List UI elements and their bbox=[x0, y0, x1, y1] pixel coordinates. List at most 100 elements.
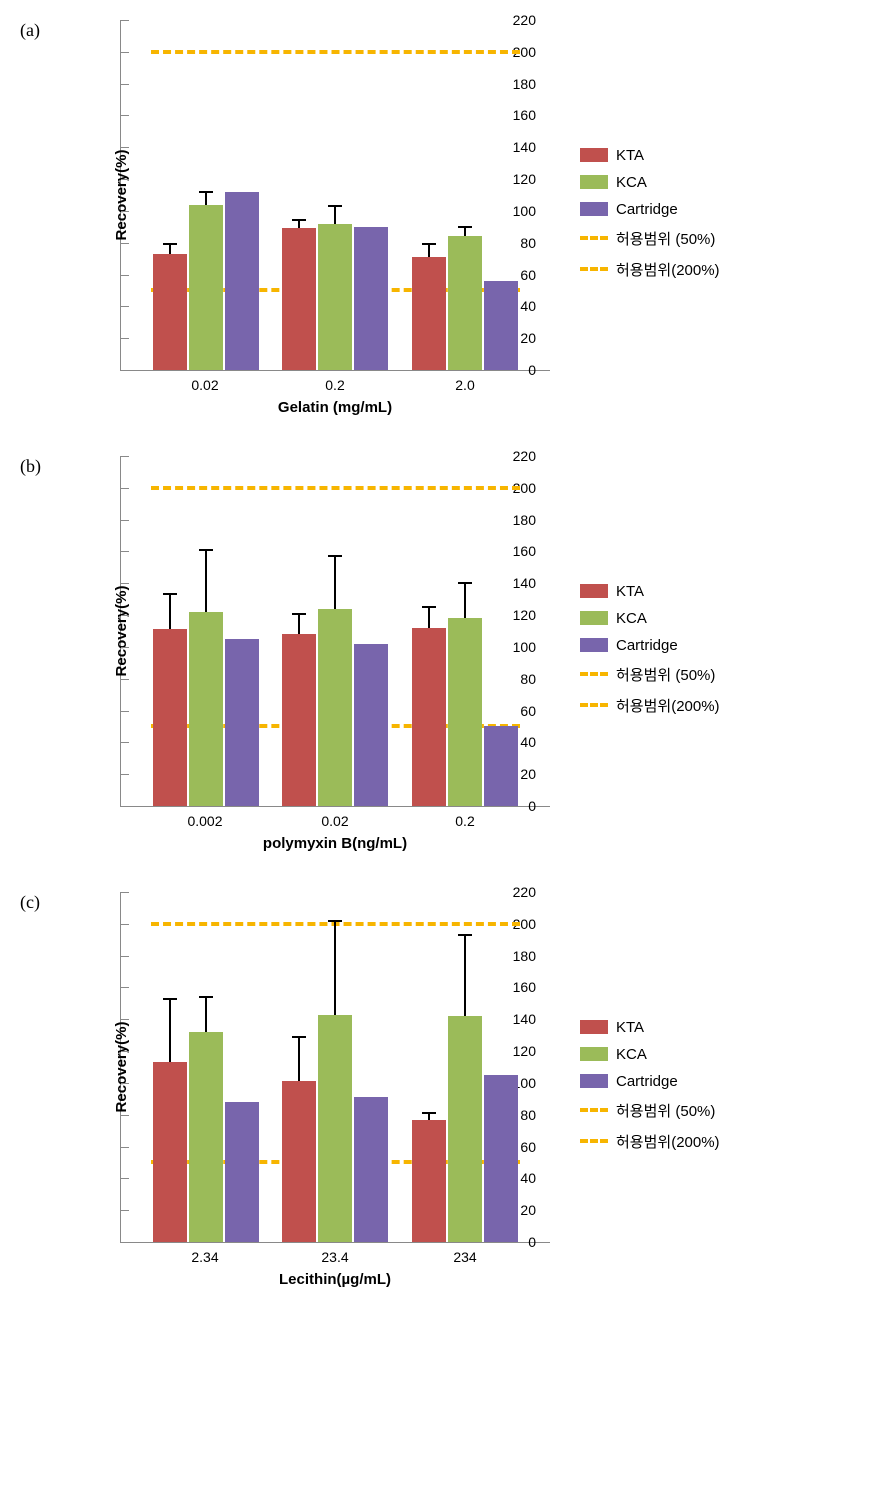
legend-item: 허용범위 (50%) bbox=[580, 664, 720, 685]
bar-KCA bbox=[189, 612, 223, 806]
error-bar bbox=[298, 220, 300, 228]
legend-dash-icon bbox=[580, 1139, 608, 1143]
legend-item: KCA bbox=[580, 174, 720, 191]
error-bar bbox=[464, 583, 466, 618]
legend: KTAKCACartridge허용범위 (50%)허용범위(200%) bbox=[580, 583, 720, 726]
legend-swatch bbox=[580, 1074, 608, 1088]
legend-swatch bbox=[580, 638, 608, 652]
error-bar bbox=[169, 244, 171, 254]
legend-label: KTA bbox=[616, 583, 644, 600]
error-cap bbox=[292, 613, 306, 615]
bar-KTA bbox=[153, 629, 187, 806]
legend-label: KTA bbox=[616, 147, 644, 164]
x-tick-label: 234 bbox=[410, 1249, 520, 1265]
error-cap bbox=[163, 243, 177, 245]
bar-KCA bbox=[448, 618, 482, 806]
bar-group bbox=[412, 20, 518, 370]
chart-and-legend: Recovery(%)02040608010012014016018020022… bbox=[70, 456, 720, 852]
x-axis-label: polymyxin B(ng/mL) bbox=[120, 835, 550, 852]
x-tick-label: 0.02 bbox=[150, 377, 260, 393]
legend-label: Cartridge bbox=[616, 201, 678, 218]
legend-dash-icon bbox=[580, 672, 608, 676]
panel-label: (a) bbox=[20, 20, 70, 41]
error-bar bbox=[428, 244, 430, 257]
error-bar bbox=[298, 1037, 300, 1082]
error-bar bbox=[334, 921, 336, 1015]
error-cap bbox=[422, 243, 436, 245]
legend-item: 허용범위(200%) bbox=[580, 1131, 720, 1152]
legend: KTA KCA Cartridge 허용범위 (50%) 허용범위(200%) bbox=[580, 1019, 720, 1162]
chart-wrapper: Recovery(%)02040608010012014016018020022… bbox=[70, 892, 550, 1288]
legend-swatch bbox=[580, 1020, 608, 1034]
panel-label: (b) bbox=[20, 456, 70, 477]
bar-Cartridge bbox=[354, 227, 388, 370]
bar-KCA bbox=[318, 1015, 352, 1243]
chart-and-legend: Recovery(%)02040608010012014016018020022… bbox=[70, 892, 720, 1288]
bars-container bbox=[121, 20, 550, 370]
legend-item: 허용범위 (50%) bbox=[580, 1100, 720, 1121]
y-tick bbox=[121, 1242, 129, 1243]
error-bar bbox=[464, 935, 466, 1016]
bar-KTA bbox=[282, 228, 316, 370]
bar-KTA bbox=[153, 1062, 187, 1242]
x-tick-label: 23.4 bbox=[280, 1249, 390, 1265]
legend-label: 허용범위 (50%) bbox=[616, 1100, 715, 1121]
bar-KCA bbox=[189, 1032, 223, 1242]
error-cap bbox=[199, 549, 213, 551]
bar-group bbox=[412, 456, 518, 806]
error-bar bbox=[428, 607, 430, 628]
legend-item: KTA bbox=[580, 1019, 720, 1036]
error-cap bbox=[458, 934, 472, 936]
bar-KTA bbox=[412, 1120, 446, 1243]
legend-swatch bbox=[580, 175, 608, 189]
legend-dash-icon bbox=[580, 703, 608, 707]
legend-item: KCA bbox=[580, 1046, 720, 1063]
legend-item: Cartridge bbox=[580, 1073, 720, 1090]
error-bar bbox=[169, 999, 171, 1063]
x-axis-label: Gelatin (mg/mL) bbox=[120, 399, 550, 416]
x-tick-label: 0.2 bbox=[280, 377, 390, 393]
error-cap bbox=[328, 920, 342, 922]
legend-item: Cartridge bbox=[580, 201, 720, 218]
bar-Cartridge bbox=[484, 1075, 518, 1242]
error-bar bbox=[334, 556, 336, 609]
x-tick-label: 0.2 bbox=[410, 813, 520, 829]
legend-item: 허용범위(200%) bbox=[580, 695, 720, 716]
bar-group bbox=[153, 456, 259, 806]
bar-KCA bbox=[448, 236, 482, 370]
legend-item: KTA bbox=[580, 583, 720, 600]
x-axis-label: Lecithin(µg/mL) bbox=[120, 1271, 550, 1288]
legend-label: 허용범위(200%) bbox=[616, 695, 720, 716]
y-tick bbox=[121, 806, 129, 807]
bar-group bbox=[282, 892, 388, 1242]
bar-KCA bbox=[318, 224, 352, 370]
bar-KTA bbox=[282, 634, 316, 806]
legend-label: KTA bbox=[616, 1019, 644, 1036]
legend-swatch bbox=[580, 1047, 608, 1061]
bar-group bbox=[153, 892, 259, 1242]
y-tick bbox=[121, 370, 129, 371]
bar-Cartridge bbox=[354, 1097, 388, 1242]
error-bar bbox=[205, 192, 207, 205]
bar-Cartridge bbox=[354, 644, 388, 806]
legend-label: KCA bbox=[616, 1046, 647, 1063]
legend-dash-icon bbox=[580, 236, 608, 240]
error-cap bbox=[422, 1112, 436, 1114]
legend-item: 허용범위 (50%) bbox=[580, 228, 720, 249]
bar-KCA bbox=[189, 205, 223, 370]
x-tick-label: 2.34 bbox=[150, 1249, 260, 1265]
bar-KTA bbox=[153, 254, 187, 370]
x-tick-label: 0.002 bbox=[150, 813, 260, 829]
bar-Cartridge bbox=[225, 1102, 259, 1242]
x-tick-labels: 0.020.22.0 bbox=[120, 377, 550, 393]
x-tick-label: 0.02 bbox=[280, 813, 390, 829]
bar-group bbox=[282, 456, 388, 806]
error-bar bbox=[205, 550, 207, 612]
legend-item: KCA bbox=[580, 610, 720, 627]
error-cap bbox=[199, 191, 213, 193]
panel-label: (c) bbox=[20, 892, 70, 913]
chart-wrapper: Recovery(%)02040608010012014016018020022… bbox=[70, 456, 550, 852]
chart-panel-1: (b)Recovery(%)02040608010012014016018020… bbox=[20, 456, 863, 852]
legend-label: KCA bbox=[616, 174, 647, 191]
error-cap bbox=[458, 226, 472, 228]
